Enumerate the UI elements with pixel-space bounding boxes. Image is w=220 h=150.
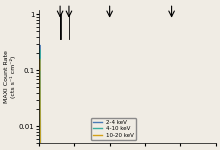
Legend: 2-4 keV, 4-10 keV, 10-20 keV: 2-4 keV, 4-10 keV, 10-20 keV (91, 117, 136, 140)
Y-axis label: MAXI Count Rate
(cts s⁻¹ cm⁻²): MAXI Count Rate (cts s⁻¹ cm⁻²) (4, 50, 16, 103)
